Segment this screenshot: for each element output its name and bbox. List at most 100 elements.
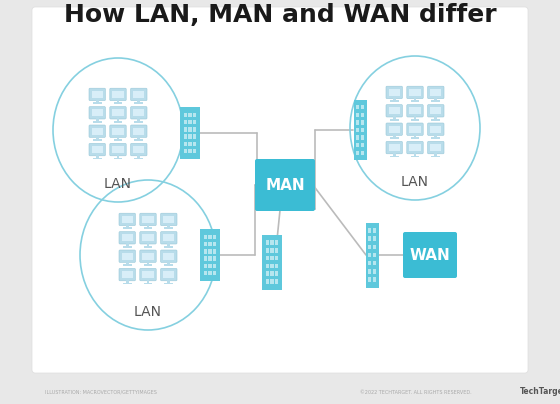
FancyBboxPatch shape — [147, 261, 150, 264]
FancyBboxPatch shape — [189, 127, 192, 132]
FancyBboxPatch shape — [275, 240, 278, 245]
FancyBboxPatch shape — [184, 127, 187, 132]
FancyBboxPatch shape — [143, 227, 152, 229]
FancyBboxPatch shape — [163, 234, 174, 242]
FancyBboxPatch shape — [208, 242, 212, 246]
FancyBboxPatch shape — [167, 280, 170, 283]
FancyBboxPatch shape — [142, 252, 153, 260]
FancyBboxPatch shape — [204, 242, 207, 246]
FancyBboxPatch shape — [110, 143, 126, 156]
FancyBboxPatch shape — [140, 250, 156, 263]
FancyBboxPatch shape — [431, 119, 440, 120]
FancyBboxPatch shape — [161, 213, 177, 225]
FancyBboxPatch shape — [386, 86, 403, 99]
FancyBboxPatch shape — [193, 142, 196, 146]
FancyBboxPatch shape — [403, 232, 457, 278]
FancyBboxPatch shape — [356, 151, 360, 155]
FancyBboxPatch shape — [123, 264, 132, 266]
FancyBboxPatch shape — [147, 225, 150, 227]
Text: TechTarget: TechTarget — [520, 387, 560, 396]
FancyBboxPatch shape — [208, 264, 212, 268]
FancyBboxPatch shape — [180, 107, 200, 159]
FancyBboxPatch shape — [32, 7, 528, 373]
FancyBboxPatch shape — [123, 227, 132, 229]
FancyBboxPatch shape — [373, 277, 376, 282]
FancyBboxPatch shape — [266, 271, 269, 276]
FancyBboxPatch shape — [123, 283, 132, 284]
FancyBboxPatch shape — [184, 135, 187, 139]
FancyBboxPatch shape — [373, 269, 376, 274]
FancyBboxPatch shape — [368, 261, 371, 265]
FancyBboxPatch shape — [270, 271, 273, 276]
FancyBboxPatch shape — [92, 146, 103, 153]
FancyBboxPatch shape — [134, 158, 143, 159]
FancyBboxPatch shape — [356, 113, 360, 117]
FancyBboxPatch shape — [113, 109, 124, 116]
FancyBboxPatch shape — [204, 235, 207, 239]
FancyBboxPatch shape — [430, 126, 441, 133]
FancyBboxPatch shape — [208, 257, 212, 261]
FancyBboxPatch shape — [262, 234, 282, 290]
FancyBboxPatch shape — [270, 279, 273, 284]
FancyBboxPatch shape — [163, 216, 174, 223]
FancyBboxPatch shape — [89, 88, 105, 101]
FancyBboxPatch shape — [140, 213, 156, 225]
FancyBboxPatch shape — [410, 156, 419, 158]
FancyBboxPatch shape — [213, 249, 216, 254]
FancyBboxPatch shape — [89, 143, 105, 156]
FancyBboxPatch shape — [167, 225, 170, 227]
FancyBboxPatch shape — [409, 107, 421, 114]
FancyBboxPatch shape — [137, 137, 140, 139]
FancyBboxPatch shape — [193, 127, 196, 132]
FancyBboxPatch shape — [393, 135, 395, 137]
FancyBboxPatch shape — [113, 128, 124, 135]
Text: LAN: LAN — [104, 177, 132, 191]
FancyBboxPatch shape — [208, 249, 212, 254]
FancyBboxPatch shape — [137, 118, 140, 121]
FancyBboxPatch shape — [110, 107, 126, 119]
FancyBboxPatch shape — [435, 135, 437, 137]
FancyBboxPatch shape — [368, 244, 371, 249]
FancyBboxPatch shape — [407, 86, 423, 99]
FancyBboxPatch shape — [184, 142, 187, 146]
FancyBboxPatch shape — [96, 118, 99, 121]
FancyBboxPatch shape — [114, 121, 123, 122]
Text: ILLUSTRATION: MACROVECTOR/GETTYIMAGES: ILLUSTRATION: MACROVECTOR/GETTYIMAGES — [45, 389, 157, 394]
FancyBboxPatch shape — [361, 135, 364, 140]
FancyBboxPatch shape — [116, 100, 119, 102]
FancyBboxPatch shape — [96, 100, 99, 102]
FancyBboxPatch shape — [361, 113, 364, 117]
FancyBboxPatch shape — [213, 242, 216, 246]
FancyBboxPatch shape — [122, 252, 133, 260]
FancyBboxPatch shape — [122, 216, 133, 223]
FancyBboxPatch shape — [410, 119, 419, 120]
FancyBboxPatch shape — [93, 102, 101, 104]
FancyBboxPatch shape — [275, 248, 278, 253]
FancyBboxPatch shape — [93, 158, 101, 159]
FancyBboxPatch shape — [110, 88, 126, 101]
FancyBboxPatch shape — [410, 137, 419, 139]
FancyBboxPatch shape — [430, 144, 441, 151]
FancyBboxPatch shape — [204, 271, 207, 276]
FancyBboxPatch shape — [255, 159, 315, 211]
FancyBboxPatch shape — [409, 89, 421, 96]
FancyBboxPatch shape — [431, 101, 440, 102]
FancyBboxPatch shape — [361, 120, 364, 124]
FancyBboxPatch shape — [204, 257, 207, 261]
Text: How LAN, MAN and WAN differ: How LAN, MAN and WAN differ — [64, 3, 496, 27]
FancyBboxPatch shape — [193, 120, 196, 124]
FancyBboxPatch shape — [366, 223, 379, 288]
FancyBboxPatch shape — [389, 144, 400, 151]
FancyBboxPatch shape — [193, 135, 196, 139]
FancyBboxPatch shape — [389, 126, 400, 133]
FancyBboxPatch shape — [373, 261, 376, 265]
FancyBboxPatch shape — [435, 98, 437, 101]
FancyBboxPatch shape — [414, 135, 417, 137]
FancyBboxPatch shape — [407, 123, 423, 135]
FancyBboxPatch shape — [193, 149, 196, 154]
FancyBboxPatch shape — [270, 248, 273, 253]
FancyBboxPatch shape — [143, 246, 152, 248]
FancyBboxPatch shape — [428, 86, 444, 99]
FancyBboxPatch shape — [368, 236, 371, 241]
FancyBboxPatch shape — [356, 105, 360, 109]
